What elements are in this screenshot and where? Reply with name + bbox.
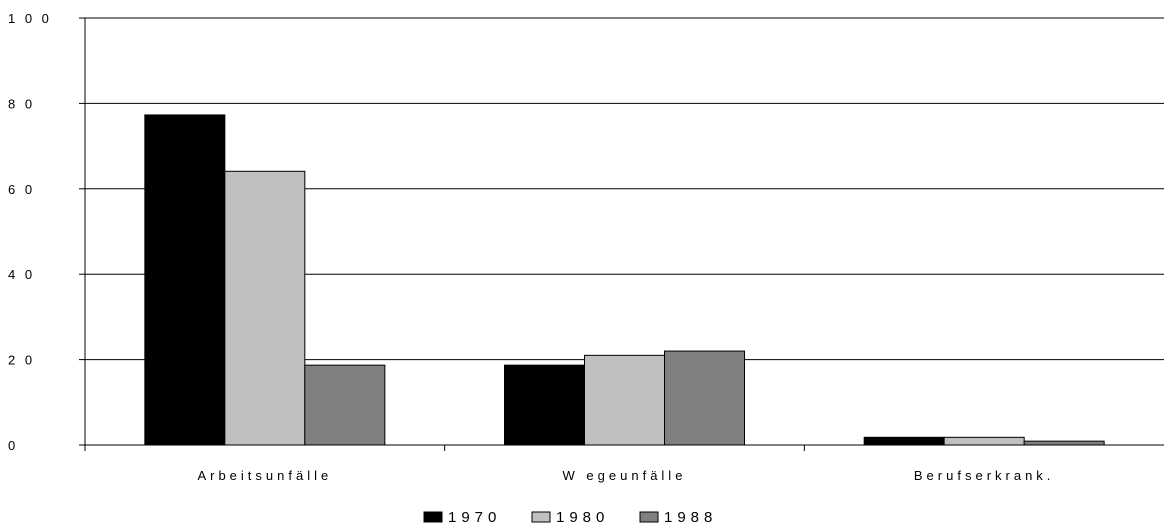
y-tick-label: 4 0 (8, 267, 35, 282)
axes (79, 17, 1164, 451)
legend-label-1970: 1970 (448, 509, 501, 526)
y-tick-label: 2 0 (8, 353, 35, 368)
x-category-label: Arbeitsunfälle (197, 468, 332, 483)
y-tick-label: 1 0 0 (8, 11, 52, 26)
bar-1988 (1023, 440, 1105, 446)
legend-label-1988: 1988 (664, 509, 717, 526)
legend-swatch-1970 (423, 511, 443, 523)
legend-label-1980: 1980 (556, 509, 609, 526)
bar-1980 (943, 436, 1025, 446)
legend-swatch-1988 (639, 511, 659, 523)
y-tick-label: 6 0 (8, 182, 35, 197)
bar-1980 (224, 170, 306, 446)
y-tick-label: 8 0 (8, 96, 35, 111)
bar-1988 (664, 350, 745, 446)
bar-1970 (863, 436, 945, 446)
bar-1970 (504, 364, 585, 446)
x-category-label: W egeunfälle (563, 468, 687, 483)
bar-1988 (304, 364, 386, 446)
bars (144, 114, 1105, 446)
legend: 1970 1980 1988 (423, 509, 717, 526)
x-category-label: Berufserkrank. (914, 468, 1055, 483)
labels: 0 2 0 4 0 6 0 8 0 1 0 0 Arbeitsunfälle W egeunf… (8, 11, 1055, 483)
y-tick-label: 0 (8, 438, 18, 453)
bar-1970 (144, 114, 226, 446)
legend-swatch-1980 (531, 511, 551, 523)
bar-1980 (584, 354, 665, 446)
